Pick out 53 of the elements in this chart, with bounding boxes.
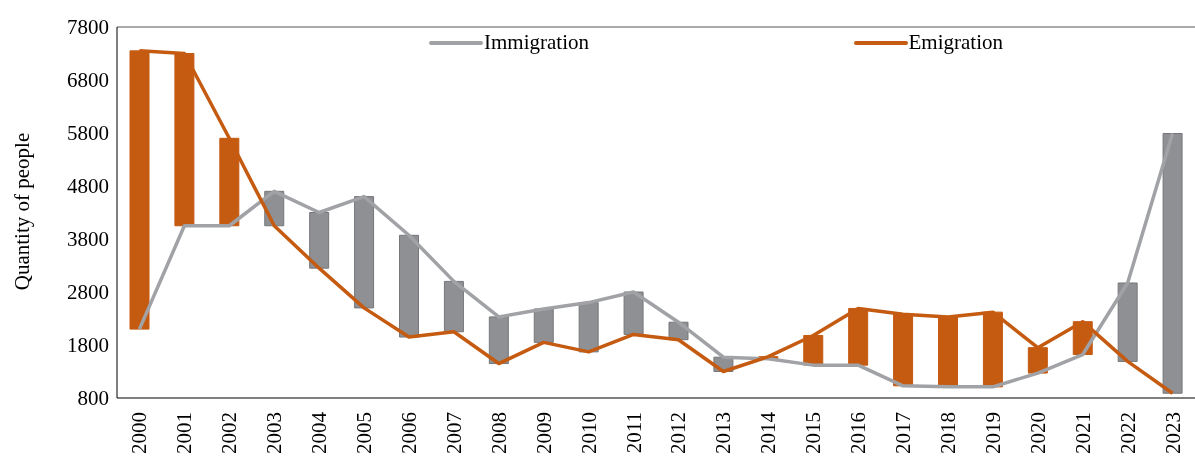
x-tick-label: 2017 [891, 412, 916, 454]
x-tick-label: 2020 [1025, 412, 1050, 454]
bar [443, 280, 464, 333]
y-tick-label: 2800 [67, 280, 109, 305]
y-tick-label: 3800 [67, 227, 109, 252]
x-tick-label: 2005 [352, 412, 377, 454]
y-tick-label: 7800 [67, 15, 109, 40]
bar [938, 316, 958, 388]
x-tick-label: 2014 [756, 411, 781, 454]
bar [1027, 347, 1048, 374]
x-tick-label: 2012 [666, 412, 691, 454]
legend-label: Immigration [484, 30, 589, 55]
x-tick-label: 2023 [1160, 412, 1185, 454]
y-axis-title: Quantity of people [10, 132, 35, 291]
bar [354, 196, 375, 309]
bar [219, 137, 240, 227]
x-tick-label: 2013 [711, 412, 736, 454]
bar [982, 311, 1003, 388]
bar [488, 316, 509, 365]
x-tick-label: 2004 [307, 411, 332, 454]
x-tick-label: 2003 [262, 412, 287, 454]
bar [1117, 282, 1138, 362]
x-tick-label: 2001 [172, 412, 197, 454]
x-tick-label: 2007 [441, 412, 466, 454]
bar [578, 302, 599, 353]
y-tick-label: 6800 [67, 68, 109, 93]
x-tick-label: 2002 [217, 412, 242, 454]
bar [623, 291, 644, 335]
x-tick-label: 2010 [576, 412, 601, 454]
x-tick-label: 2011 [621, 412, 646, 454]
bar [533, 308, 554, 343]
y-tick-label: 5800 [67, 121, 109, 146]
bar [399, 234, 419, 338]
line-series [137, 131, 1175, 389]
x-tick-label: 2015 [801, 412, 826, 454]
x-tick-label: 2016 [846, 412, 871, 454]
x-tick-label: 2018 [935, 412, 960, 454]
y-tick-label: 4800 [67, 174, 109, 199]
x-tick-label: 2006 [396, 412, 421, 454]
x-tick-label: 2009 [531, 412, 556, 454]
legend-label: Emigration [908, 30, 1003, 55]
bar [309, 212, 330, 269]
bar [1162, 133, 1183, 394]
bar [174, 53, 195, 227]
y-tick-label: 800 [77, 386, 109, 411]
x-tick-label: 2022 [1115, 412, 1140, 454]
x-tick-label: 2000 [127, 412, 152, 454]
y-tick-label: 1800 [67, 333, 109, 358]
bar [848, 307, 869, 366]
x-tick-label: 2019 [980, 412, 1005, 454]
bar [893, 313, 914, 387]
x-tick-label: 2008 [486, 412, 511, 454]
x-tick-label: 2021 [1070, 412, 1095, 454]
